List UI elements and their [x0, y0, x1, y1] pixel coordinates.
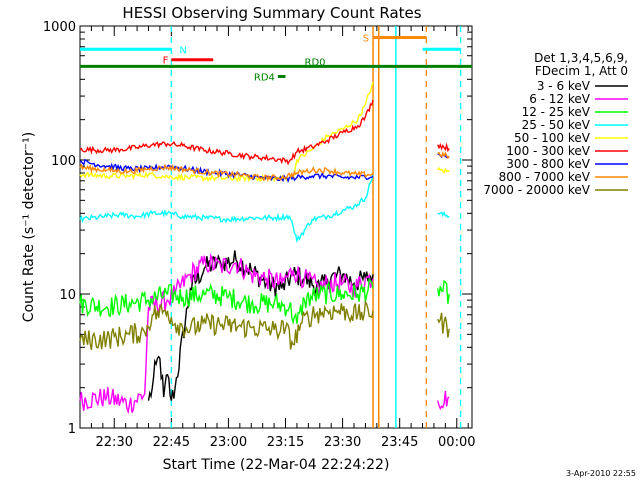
x-tick-label: 22:30 — [96, 435, 133, 450]
series-line — [79, 300, 450, 351]
plot-frame — [79, 25, 473, 429]
state-segment-label: RD4 — [254, 72, 275, 83]
legend-label: 3 - 6 keV — [537, 79, 591, 93]
series-line — [79, 174, 450, 244]
x-tick-label: 23:00 — [210, 435, 247, 450]
y-tick-label: 1 — [68, 422, 76, 437]
legend: Det 1,3,4,5,6,9,FDecim 1, Att 03 - 6 keV… — [483, 51, 628, 197]
plot-area: 1 10 100 1000 22:30 22:45 23:00 23:15 23:30 23:4… — [43, 20, 476, 450]
legend-label: 6 - 12 keV — [529, 92, 591, 106]
state-segment-label: F — [163, 56, 169, 67]
footer-timestamp: 3-Apr-2010 22:55 — [566, 469, 636, 478]
series-line — [79, 252, 450, 415]
x-axis-label: Start Time (22-Mar-04 22:24:22) — [163, 457, 390, 473]
reference-lines — [170, 26, 462, 428]
legend-label: 25 - 50 keV — [522, 118, 591, 132]
legend-label: 50 - 100 keV — [514, 131, 591, 145]
state-segment-label: RD0 — [305, 57, 326, 68]
series-group — [79, 82, 450, 415]
series-line — [79, 277, 450, 325]
x-tick-label: 00:00 — [438, 435, 475, 450]
legend-label: 12 - 25 keV — [522, 105, 591, 119]
series-line — [79, 151, 450, 183]
legend-header: Det 1,3,4,5,6,9, — [534, 51, 628, 65]
series-line — [79, 82, 450, 183]
x-tick-label: 23:15 — [267, 435, 304, 450]
x-tick-label: 23:30 — [324, 435, 361, 450]
legend-label: 300 - 800 keV — [506, 157, 590, 171]
x-tick-label: 22:45 — [153, 435, 190, 450]
y-axis-ticks: 1 10 100 1000 — [43, 20, 472, 437]
legend-label: 800 - 7000 keV — [499, 170, 591, 184]
y-tick-label: 100 — [51, 154, 76, 169]
y-axis-label: Count Rate (s⁻¹ detector⁻¹) — [21, 132, 37, 322]
x-tick-label: 23:45 — [381, 435, 418, 450]
state-segment-label: S — [363, 34, 369, 45]
y-tick-label: 1000 — [43, 20, 76, 35]
legend-label: 7000 - 20000 keV — [483, 183, 590, 197]
legend-header: FDecim 1, Att 0 — [535, 64, 628, 78]
chart-title: HESSI Observing Summary Count Rates — [122, 4, 421, 22]
series-line — [79, 99, 450, 166]
legend-label: 100 - 300 keV — [506, 144, 590, 158]
state-segment-label: N — [179, 45, 186, 56]
y-tick-label: 10 — [59, 288, 76, 303]
state-segments: NF S RD0 RD4 — [80, 34, 472, 83]
x-axis-ticks: 22:30 22:45 23:00 23:15 23:30 23:45 00:00 — [79, 26, 476, 450]
